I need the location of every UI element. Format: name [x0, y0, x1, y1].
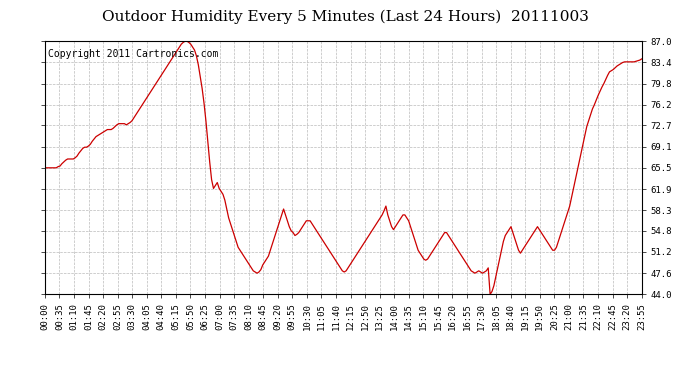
- Text: Outdoor Humidity Every 5 Minutes (Last 24 Hours)  20111003: Outdoor Humidity Every 5 Minutes (Last 2…: [101, 9, 589, 24]
- Text: Copyright 2011 Cartronics.com: Copyright 2011 Cartronics.com: [48, 49, 218, 59]
